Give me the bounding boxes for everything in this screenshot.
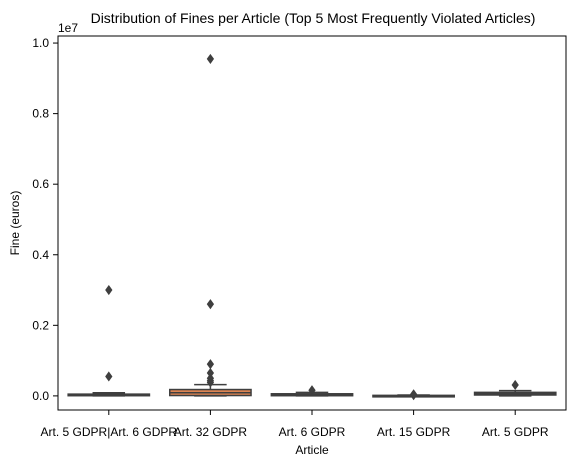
box-group-4	[473, 379, 557, 397]
y-axis: 0.0 0.2 0.4 0.6 0.8 1.0	[32, 36, 58, 403]
plot-area	[57, 35, 567, 411]
y-axis-multiplier: 1e7	[58, 21, 78, 35]
y-tick-label-4: 0.8	[32, 107, 49, 121]
x-tick-label-4: Art. 5 GDPR	[482, 425, 549, 439]
y-axis-label: Fine (euros)	[8, 191, 22, 256]
x-tick-label-3: Art. 15 GDPR	[377, 425, 451, 439]
outlier-1-0	[206, 53, 215, 64]
x-tick-label-0: Art. 5 GDPR|Art. 6 GDPR	[41, 425, 178, 439]
outlier-4-0	[511, 379, 519, 391]
y-tick-label-1: 0.2	[32, 318, 49, 332]
chart-title: Distribution of Fines per Article (Top 5…	[91, 10, 536, 26]
box-group-1	[169, 53, 252, 397]
x-tick-label-1: Art. 32 GDPR	[174, 425, 248, 439]
y-tick-label-3: 0.6	[32, 177, 49, 191]
outlier-1-6	[206, 377, 215, 388]
y-tick-label-5: 1.0	[32, 36, 49, 50]
y-tick-label-0: 0.0	[32, 389, 49, 403]
box-group-3	[372, 389, 455, 401]
box-group-0	[67, 284, 151, 397]
x-axis-label: Article	[295, 443, 329, 457]
outlier-3-1	[409, 390, 418, 401]
x-tick-label-2: Art. 6 GDPR	[279, 425, 346, 439]
y-tick-label-2: 0.4	[32, 248, 49, 262]
outlier-0-1	[105, 371, 113, 382]
outlier-2-0	[308, 385, 316, 396]
plot-marks	[67, 53, 557, 401]
outlier-0-0	[105, 284, 113, 296]
outlier-1-1	[206, 299, 215, 310]
box-group-2	[270, 385, 354, 397]
